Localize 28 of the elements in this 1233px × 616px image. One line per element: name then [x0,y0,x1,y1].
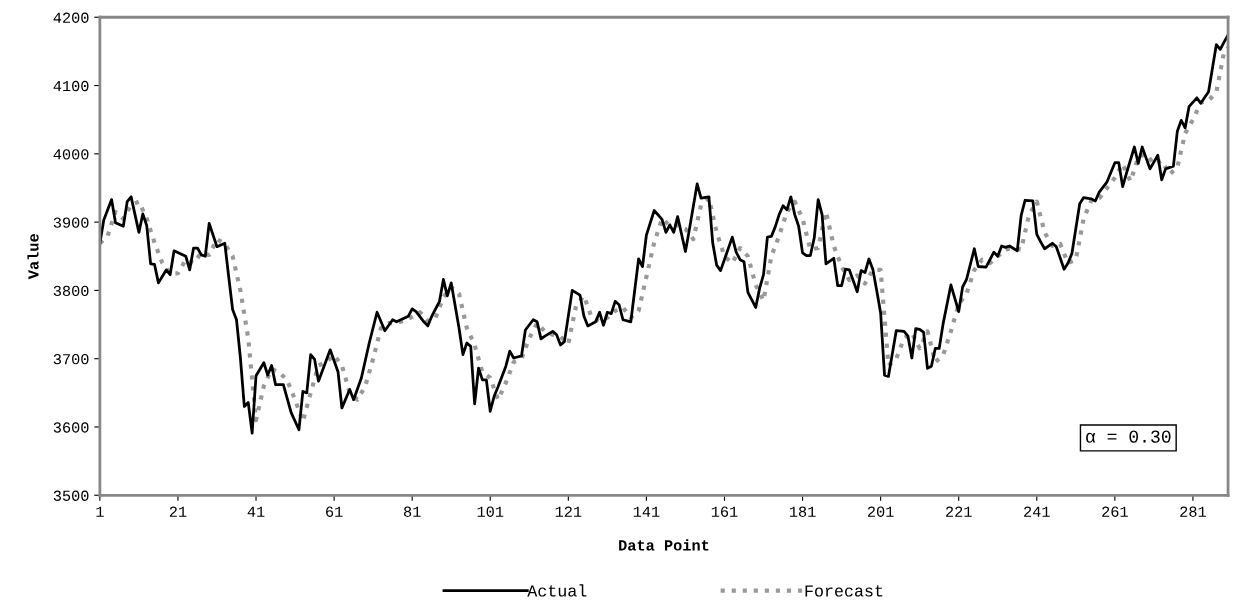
x-tick-label: 1 [96,506,104,517]
y-tick-label: 4100 [53,80,89,92]
y-axis-title: Value [27,234,39,280]
x-tick-label: 81 [404,506,421,517]
x-tick-label: 161 [711,506,738,517]
legend-label: Actual [527,584,587,597]
y-tick-label: 3700 [53,354,89,365]
x-tick-label: 241 [1024,506,1050,517]
y-tick-label: 4000 [53,149,89,160]
x-tick-label: 201 [867,506,894,517]
x-tick-label: 261 [1102,506,1128,517]
legend-label: Forecast [805,585,883,597]
y-tick-label: 3600 [53,422,89,433]
x-tick-label: 21 [169,506,187,517]
x-tick-label: 121 [555,506,582,517]
x-tick-label: 41 [247,506,265,517]
x-tick-label: 141 [633,506,660,517]
x-tick-label: 181 [789,506,816,517]
y-tick-label: 3500 [53,490,89,501]
y-tick-label: 3900 [53,217,89,228]
x-axis-title: Data Point [619,539,709,551]
x-tick-label: 101 [477,506,504,517]
y-tick-label: 3800 [53,285,89,297]
x-tick-label: 221 [946,506,972,517]
x-tick-label: 281 [1180,506,1206,517]
x-tick-label: 61 [326,506,343,517]
y-tick-label: 4200 [53,12,89,23]
annotation: α = 0.30 [1086,430,1171,443]
